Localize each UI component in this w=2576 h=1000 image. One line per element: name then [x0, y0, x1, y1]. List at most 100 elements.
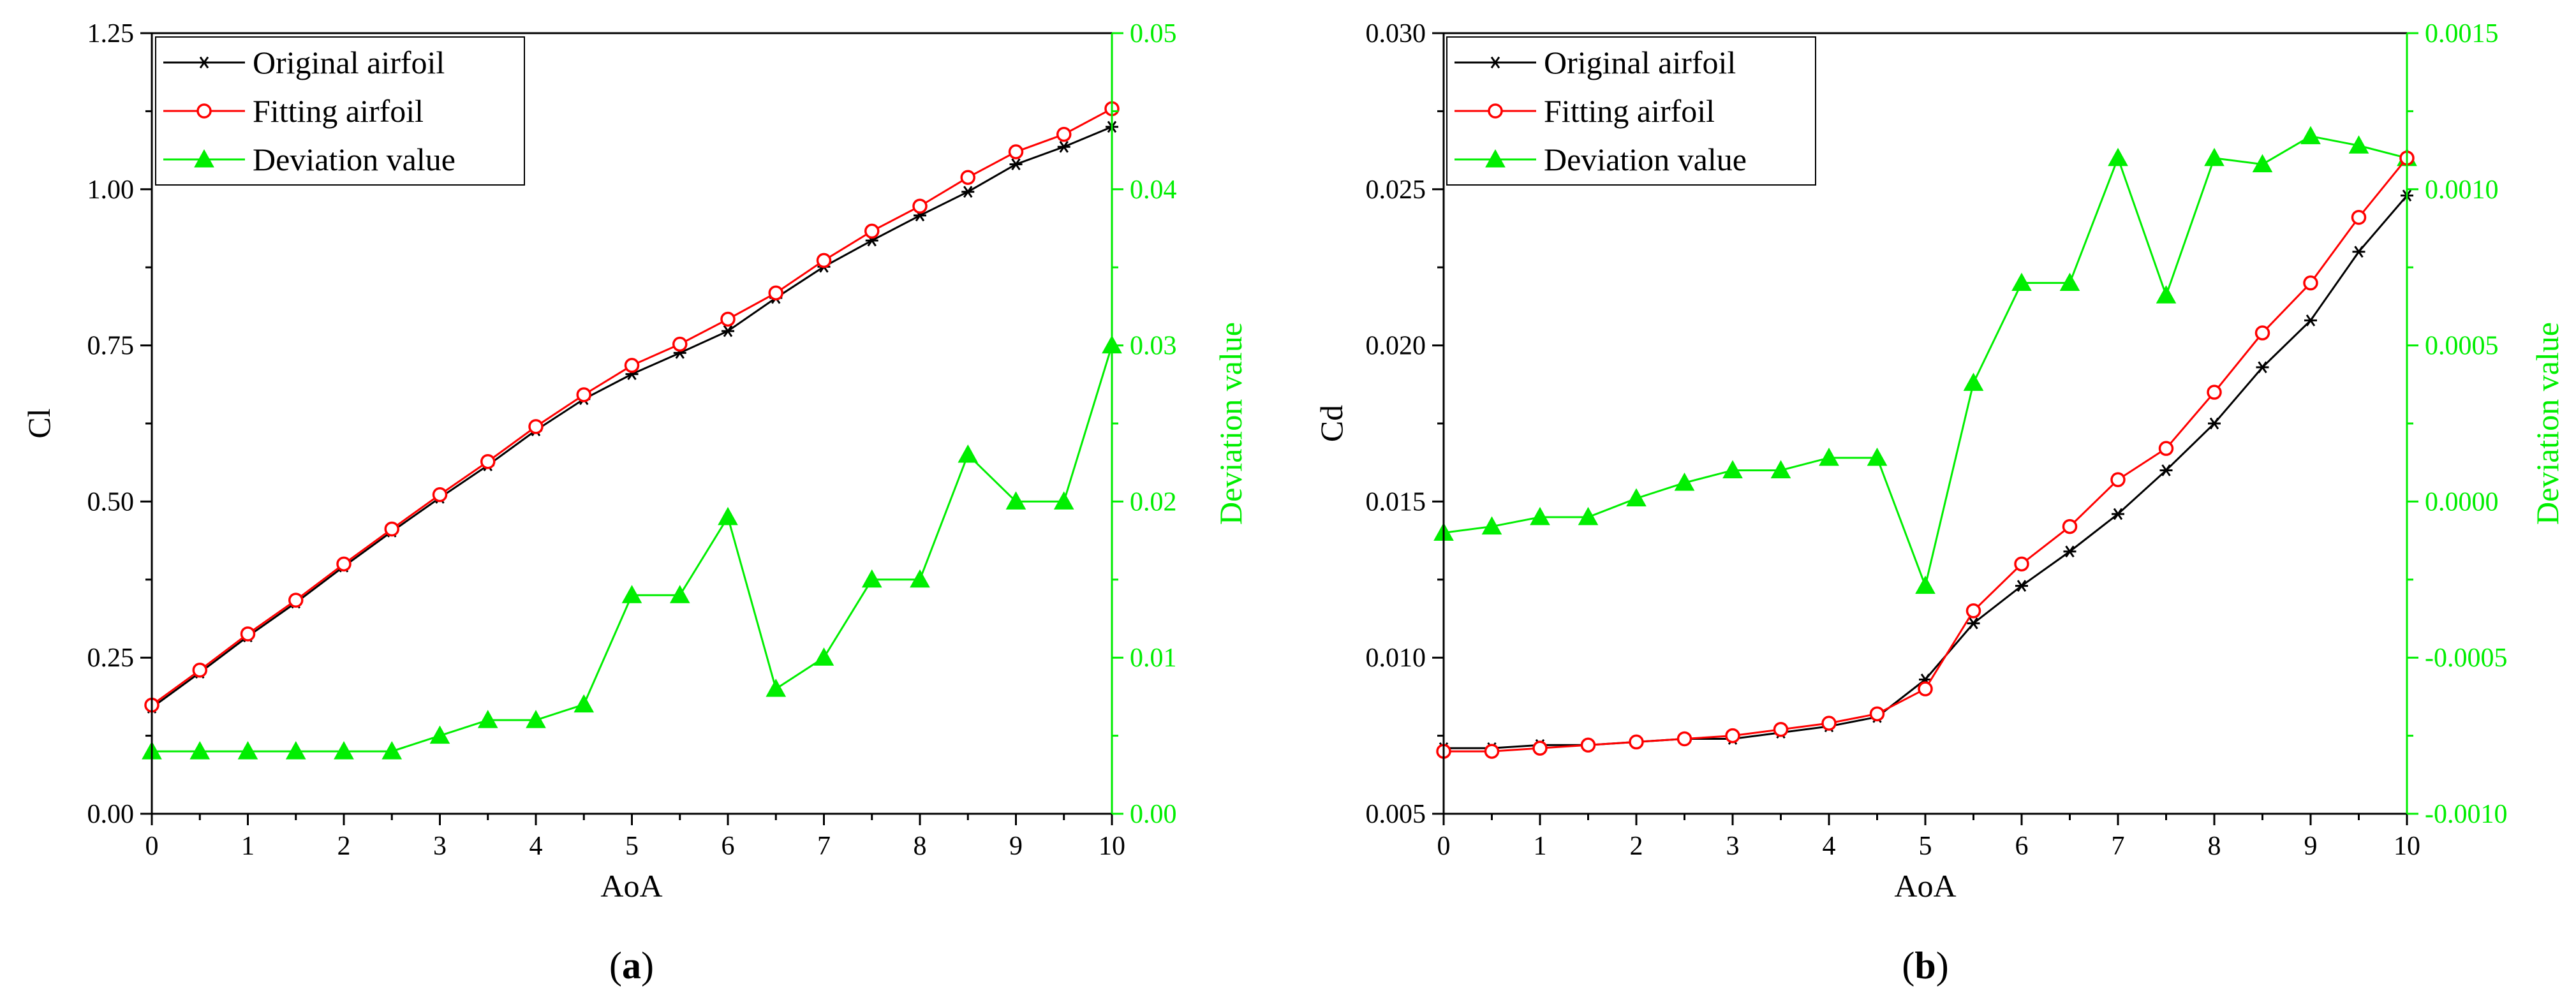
panel-b-series-1-point: [2014, 556, 2029, 572]
panel-a-series-2-point: [861, 569, 882, 588]
panel-a-series-0-point: [722, 325, 734, 337]
panel-b-series-0-point-stroke: [2113, 508, 2123, 520]
panel-b-series-2-point: [2348, 135, 2369, 154]
panel-b-series-2-point: [1915, 575, 1936, 594]
panel-b-series-1-point: [1484, 744, 1500, 759]
panel-b-series-2-point: [1481, 516, 1502, 535]
panel-b-series-line-1: [1444, 157, 2408, 753]
panel-a-y2-axis-title: Deviation value: [1213, 322, 1248, 525]
panel-b-y2-axis-title: Deviation value: [2529, 322, 2565, 525]
panel-b-y-axis-title: Cd: [1314, 405, 1349, 442]
panel-a-x-tick-label: 7: [817, 832, 831, 861]
panel-b-x-axis-title: AoA: [1894, 868, 1956, 904]
panel-b-series-0-point: [2063, 545, 2076, 558]
panel-b-series-1-point: [1629, 734, 1644, 750]
panel-b-series-1-point: [1725, 728, 1740, 744]
panel-b-legend: Original airfoil Fitting airfoil Deviation…: [1446, 36, 1816, 186]
panel-a-series-1-point: [576, 387, 591, 402]
panel-a-y2-tick-label: 0.05: [1130, 19, 1177, 48]
panel-b-series-0-point-stroke: [2161, 464, 2171, 476]
panel-b-series-2-point: [1674, 472, 1695, 491]
panel-a-x-tick-label: 9: [1009, 832, 1023, 861]
panel-a-y2-tick-label: 0.00: [1130, 800, 1177, 829]
panel-a-series-2-point: [574, 694, 595, 713]
panel-b-series-1-point: [2110, 472, 2126, 487]
panel-a-series-2-point: [381, 741, 403, 760]
panel-a-series-0-point-stroke: [723, 325, 733, 337]
panel-a-series-1-point: [864, 223, 880, 239]
panel-b-x-tick-label: 8: [2208, 832, 2221, 861]
panel-b-y2-tick-label: 0.0000: [2425, 487, 2499, 517]
panel-a-series-2-point: [669, 585, 690, 603]
panel-b-y-tick-label: 0.005: [1366, 800, 1426, 829]
panel-b-series-0-point-stroke: [1969, 617, 1978, 629]
panel-b-y2-tick-label: -0.0010: [2425, 800, 2508, 829]
panel-a-series-0-point-stroke: [963, 186, 973, 198]
panel-a-series-1-point: [672, 336, 688, 352]
panel-b-series-0-point: [2112, 508, 2124, 520]
panel-a-series-1-point: [432, 487, 448, 503]
panel-a-caption-close: ): [641, 945, 654, 987]
panel-a-series-2-point: [429, 725, 450, 744]
panel-b-x-tick-label: 0: [1437, 832, 1451, 861]
panel-a-x-tick-label: 8: [914, 832, 927, 861]
panel-b-caption: (b): [1902, 945, 1948, 987]
panel-b-y-tick-label: 0.015: [1366, 487, 1426, 517]
panel-a-series-layer: [142, 101, 1122, 760]
panel-a-series-1-point: [240, 626, 256, 642]
panel-b-series-1-point: [1821, 716, 1837, 731]
panel-b-series-2-point: [2156, 285, 2177, 304]
panel-a-series-2-point: [813, 647, 834, 666]
panel-a-x-tick-label: 3: [433, 832, 447, 861]
panel-a-x-tick-label: 2: [337, 832, 351, 861]
panel-b-series-2-point: [1578, 506, 1599, 526]
panel-b-series-1-point: [2303, 275, 2318, 291]
panel-a-series-0-point: [1057, 140, 1070, 153]
panel-a-caption-open: (: [609, 945, 622, 987]
panel-b-series-1-point: [2207, 385, 2222, 400]
panel-b-legend-marker: [1488, 103, 1503, 119]
panel-b-y-tick-label: 0.010: [1366, 643, 1426, 673]
panel-b-legend-marker: [1485, 149, 1506, 168]
panel-b-ticks-layer: 0 1 2 3 4 5 6 7 8 9 10 0.005 0.010 0.015 0.020 0.025 0.0…: [1366, 19, 2508, 861]
panel-b-y2-tick-label: -0.0005: [2425, 643, 2508, 673]
panel-b-chart: 0 1 2 3 4 5 6 7 8 9 10 0.005 0.010 0.015 0.020 0.025 0.0…: [1314, 19, 2565, 987]
panel-b-series-1-point: [1677, 731, 1692, 747]
panel-b-series-1-point: [1965, 603, 1981, 619]
panel-b-series-line-0: [1444, 195, 2408, 749]
panel-a-series-2-point: [718, 506, 738, 526]
panel-b-series-1-point: [1918, 681, 1933, 696]
panel-a-series-2-point: [189, 741, 211, 760]
panel-a-series-1-point: [960, 170, 975, 185]
panel-b-series-0-point: [2208, 417, 2221, 430]
panel-b-y2-tick-label: 0.0005: [2425, 332, 2499, 361]
panel-a-x-axis-title: AoA: [600, 868, 662, 904]
panel-b-legend-label: Original airfoil: [1544, 45, 1736, 80]
panel-b-series-2-point: [2011, 272, 2032, 291]
panel-b-series-0-point: [2015, 580, 2028, 592]
panel-b-series-2-point: [1867, 447, 1888, 466]
panel-a-series-1-point: [528, 419, 544, 434]
panel-a-series-0-point: [961, 186, 975, 198]
panel-a-series-1-point: [768, 285, 783, 301]
panel-b-series-0-point-stroke: [2258, 361, 2267, 374]
panel-b-caption-open: (: [1902, 945, 1914, 987]
panel-a-y-tick-label: 1.25: [87, 19, 135, 48]
panel-a-series-2-point: [477, 710, 498, 728]
panel-a-y-tick-label: 0.50: [87, 487, 135, 517]
panel-a-chart: 0 1 2 3 4 5 6 7 8 9 100.000.250.500.751.001.250.00…: [21, 19, 1248, 987]
panel-b-series-0-point: [2352, 246, 2365, 258]
panel-b-series-1-point: [1773, 722, 1789, 737]
panel-b-series-1-point: [2062, 518, 2078, 534]
panel-a-y-tick-label: 0.25: [87, 643, 135, 673]
panel-b-series-0-point-stroke: [2306, 314, 2316, 327]
panel-a-series-1-point: [480, 453, 496, 469]
panel-b-series-0-point: [2159, 464, 2173, 476]
panel-a-x-tick-label: 6: [722, 832, 735, 861]
panel-b-series-2-point: [1770, 460, 1791, 478]
panel-a-legend-marker: [196, 103, 212, 119]
panel-a-caption: (a): [609, 945, 654, 987]
panel-a-y-tick-label: 0.75: [87, 332, 135, 361]
panel-a-series-2-point: [910, 569, 930, 588]
panel-a-y-tick-label: 1.00: [87, 175, 135, 205]
